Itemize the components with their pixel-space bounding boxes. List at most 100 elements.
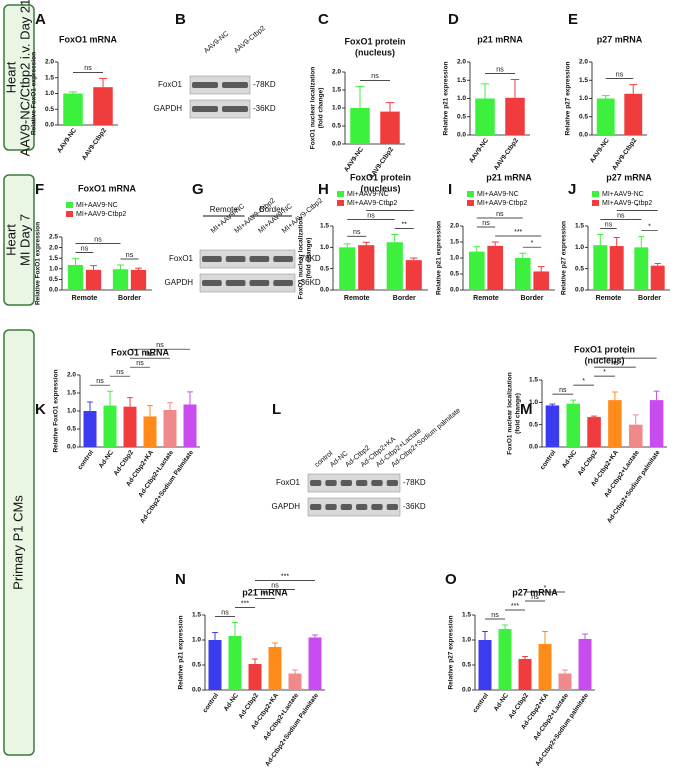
bar — [538, 644, 552, 690]
bar — [130, 269, 147, 290]
error-bar — [68, 91, 78, 94]
x-tick-label: Remote — [344, 295, 370, 302]
legend-label: MI+AAV9-NC — [347, 191, 389, 198]
chart-subtitle: (nucleus) — [355, 47, 395, 57]
y-tick-label: 1.5 — [192, 612, 201, 619]
chart-title: p21 mRNA — [477, 34, 523, 44]
error-bar — [613, 237, 620, 247]
error-bar — [252, 658, 258, 664]
significance-label: ns — [156, 342, 164, 349]
size-label: -78KD — [298, 254, 321, 263]
bar — [478, 640, 492, 690]
panel-letter: F — [35, 181, 44, 198]
row-label: FoxO1 — [158, 80, 183, 89]
legend-swatch — [592, 191, 599, 197]
error-bar — [510, 79, 520, 98]
bar — [103, 405, 117, 447]
bar — [208, 640, 222, 690]
y-axis-label: (fold change) — [515, 393, 522, 434]
bar — [587, 417, 601, 447]
y-tick-label: 0.5 — [457, 113, 466, 120]
y-tick-label: 2.0 — [45, 59, 54, 66]
chart-title: p27 mRNA — [512, 587, 558, 597]
row-label: FoxO1 — [276, 478, 301, 487]
error-bar — [601, 95, 610, 99]
y-tick-label: 0.5 — [45, 106, 54, 113]
bar — [358, 245, 375, 290]
size-label: -78KD — [253, 80, 276, 89]
legend-label: MI+AAV9-NC — [477, 191, 519, 198]
chart-title: p21 mRNA — [486, 172, 532, 182]
size-label: -78KD — [403, 478, 426, 487]
significance-label: ns — [126, 252, 134, 259]
chart-title: p27 mRNA — [597, 34, 643, 44]
y-tick-label: 1.0 — [575, 244, 584, 251]
y-tick-label: 1.0 — [49, 266, 58, 273]
y-tick-label: 2.0 — [579, 59, 588, 66]
bar — [308, 637, 322, 690]
y-tick-label: 1.5 — [462, 612, 471, 619]
significance-label: ns — [496, 66, 504, 73]
significance-label: * — [603, 369, 606, 376]
significance-label: * — [544, 585, 547, 592]
blot-band — [192, 82, 218, 88]
y-tick-label: 1.0 — [192, 637, 201, 644]
chart-title: FoxO1 protein — [350, 172, 411, 182]
blot-band — [225, 280, 246, 286]
row-label: FoxO1 — [169, 254, 194, 263]
y-tick-label: 1.0 — [457, 95, 466, 102]
blot-band — [225, 256, 246, 262]
error-bar — [480, 83, 490, 99]
y-tick-label: 0.5 — [579, 113, 588, 120]
legend-label: MI+AAV9-Ctbp2 — [347, 200, 397, 207]
error-bar — [312, 634, 318, 638]
error-bar — [72, 258, 79, 265]
error-bar — [597, 234, 604, 246]
y-tick-label: 0.5 — [192, 662, 201, 669]
y-tick-label: 1.5 — [332, 87, 341, 94]
error-bar — [537, 266, 545, 272]
side-label: Heart — [3, 224, 18, 256]
y-axis-label: Relative p27 expression — [565, 61, 572, 135]
blot-strip — [189, 99, 251, 119]
y-tick-label: 1.5 — [320, 223, 329, 230]
bar — [558, 673, 572, 690]
bar — [596, 98, 615, 135]
bar — [228, 636, 242, 690]
y-tick-label: 1.0 — [67, 408, 76, 415]
y-tick-label: 1.0 — [579, 95, 588, 102]
y-axis-label: (fold change) — [318, 88, 325, 129]
y-tick-label: 0.0 — [462, 687, 471, 694]
y-tick-label: 2.0 — [67, 372, 76, 379]
significance-label: ns — [371, 73, 379, 80]
y-tick-label: 1.5 — [450, 239, 459, 246]
bar — [123, 406, 137, 447]
blot-band — [325, 480, 337, 486]
bar — [609, 246, 624, 290]
y-tick-label: 1.5 — [579, 77, 588, 84]
bar — [288, 673, 302, 690]
error-bar — [632, 414, 639, 425]
y-tick-label: 0.5 — [575, 265, 584, 272]
significance-label: ns — [559, 387, 567, 394]
bar — [649, 400, 664, 447]
bar — [143, 416, 157, 447]
y-axis-label: FoxO1 nuclear localization — [507, 372, 514, 454]
bar — [386, 242, 403, 290]
legend-label: MI+AAV9-Ctbp2 — [602, 200, 652, 207]
y-tick-label: 2.0 — [450, 223, 459, 230]
significance-label: ** — [402, 221, 408, 228]
side-label: Primary P1 CMs — [10, 495, 25, 590]
significance-label: ** — [262, 591, 268, 598]
bar — [63, 93, 83, 125]
significance-label: ns — [611, 360, 619, 367]
y-tick-label: 0.5 — [320, 265, 329, 272]
legend-swatch — [337, 191, 344, 197]
blot-strip — [199, 273, 296, 293]
chart-title: FoxO1 protein — [344, 36, 405, 46]
error-bar — [127, 397, 133, 407]
y-tick-label: 1.5 — [67, 390, 76, 397]
significance-label: *** — [514, 229, 522, 236]
